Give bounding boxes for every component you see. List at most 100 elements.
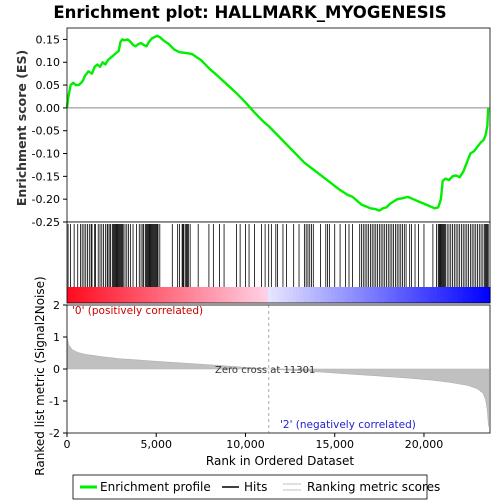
rank-color-band-segment	[398, 287, 403, 303]
zero-cross-label: Zero cross at 11301	[215, 365, 315, 376]
rank-color-band-segment	[169, 287, 174, 303]
rank-color-band-segment	[165, 287, 170, 303]
rank-color-band-segment	[394, 287, 399, 303]
rank-color-band-segment	[454, 287, 459, 303]
rank-color-band-segment	[384, 287, 389, 303]
positive-correlation-label: '0' (positively correlated)	[72, 305, 203, 317]
es-ytick-label: -0.05	[32, 125, 60, 138]
es-panel: 0.15 0.10 0.05 0.00 -0.05 -0.10 -0.15 -0.20 -0.2…	[32, 27, 491, 229]
rank-color-band-segment	[116, 287, 121, 303]
legend-label-enrichment: Enrichment profile	[100, 480, 211, 494]
rank-color-band-segment	[373, 287, 378, 303]
rank-color-band-segment	[88, 287, 93, 303]
es-axis-label: Enrichment score (ES)	[14, 50, 29, 206]
rank-color-band-segment	[486, 287, 491, 303]
rank-color-band-segment	[225, 287, 230, 303]
rank-color-band-segment	[215, 287, 220, 303]
rank-color-band-segment	[84, 287, 89, 303]
rank-color-band-segment	[211, 287, 216, 303]
rank-color-band-segment	[426, 287, 431, 303]
rank-color-band-segment	[341, 287, 347, 303]
es-ytick-label: 0.10	[36, 56, 61, 69]
rank-color-band-segment	[433, 287, 438, 303]
rank-color-band-segment	[236, 287, 241, 303]
rank-color-band-segment	[172, 287, 177, 303]
rank-color-band-segment	[475, 287, 481, 303]
rank-color-band-segment	[423, 287, 428, 303]
rank-color-band-segment	[299, 287, 304, 303]
x-axis-label: Rank in Ordered Dataset	[206, 454, 354, 468]
es-ytick-label: -0.10	[32, 148, 60, 161]
metric-frame	[66, 304, 491, 434]
rank-color-band-segment	[193, 287, 199, 303]
rank-color-band-segment	[285, 287, 290, 303]
rank-color-band-segment	[320, 287, 325, 303]
rank-color-band-segment	[271, 287, 276, 303]
hits-panel	[66, 221, 491, 304]
rank-color-band-segment	[260, 287, 265, 303]
ranking-metric-area	[66, 336, 489, 427]
rank-color-band-segment	[67, 287, 72, 303]
rank-color-band-segment	[306, 287, 311, 303]
rank-color-band-segment	[158, 287, 163, 303]
rank-color-band-segment	[412, 287, 417, 303]
rank-color-band-segment	[239, 287, 244, 303]
metric-ytick-label: 2	[53, 299, 60, 312]
rank-color-band-segment	[482, 287, 488, 303]
rank-color-band-segment	[408, 287, 414, 303]
rank-color-band-segment	[303, 287, 308, 303]
rank-color-band-segment	[419, 287, 424, 303]
rank-color-band-segment	[479, 287, 484, 303]
rank-color-band-segment	[200, 287, 206, 303]
rank-color-band-segment	[232, 287, 237, 303]
rank-color-band-segment	[243, 287, 248, 303]
metric-axis-label: Ranked list metric (Signal2Noise)	[33, 276, 47, 475]
rank-color-band-segment	[77, 287, 82, 303]
x-tick-label: 0	[64, 438, 71, 451]
rank-color-band-segment	[451, 287, 456, 303]
rank-color-band-segment	[123, 287, 128, 303]
es-ytick-label: -0.25	[32, 216, 60, 229]
rank-color-band-segment	[133, 287, 139, 303]
metric-ytick-label: -1	[49, 395, 60, 408]
rank-color-band-segment	[338, 287, 343, 303]
x-tick-label: 20,000	[405, 438, 444, 451]
legend-label-metric: Ranking metric scores	[307, 480, 440, 494]
rank-color-band-segment	[440, 287, 445, 303]
rank-color-band-segment	[208, 287, 213, 303]
rank-color-band-segment	[144, 287, 149, 303]
rank-color-band-segment	[137, 287, 142, 303]
rank-color-band-segment	[186, 287, 191, 303]
rank-color-band-segment	[126, 287, 132, 303]
es-ytick-label: 0.05	[36, 79, 61, 92]
rank-color-band-segment	[148, 287, 153, 303]
rank-color-band-segment	[183, 287, 188, 303]
rank-color-band-segment	[461, 287, 466, 303]
rank-color-band-segment	[141, 287, 146, 303]
rank-color-band-segment	[430, 287, 435, 303]
metric-panel: 2 1 0 -1 -2 0 5,000 10,000 15,000 20,000	[49, 299, 491, 451]
rank-color-band-segment	[190, 287, 195, 303]
rank-color-band-segment	[356, 287, 361, 303]
x-tick-label: 15,000	[315, 438, 354, 451]
metric-ytick-label: -2	[49, 427, 60, 440]
rank-color-band-segment	[246, 287, 251, 303]
es-ytick-label: -0.15	[32, 170, 60, 183]
rank-color-band-segment	[267, 287, 273, 303]
rank-color-band-segment	[359, 287, 364, 303]
rank-color-band-segment	[197, 287, 202, 303]
rank-color-band-segment	[179, 287, 184, 303]
rank-color-band-segment	[313, 287, 318, 303]
rank-color-band-segment	[81, 287, 86, 303]
rank-color-band-segment	[387, 287, 392, 303]
enrichment-profile-line	[65, 34, 490, 212]
rank-color-band-segment	[130, 287, 135, 303]
es-ytick-label: 0.15	[36, 33, 61, 46]
rank-color-band-segment	[204, 287, 209, 303]
rank-color-band-segment	[95, 287, 100, 303]
rank-color-band-segment	[324, 287, 329, 303]
rank-color-band-segment	[105, 287, 110, 303]
rank-color-band-segment	[292, 287, 297, 303]
metric-ytick-label: 1	[53, 331, 60, 344]
rank-color-band-segment	[91, 287, 96, 303]
